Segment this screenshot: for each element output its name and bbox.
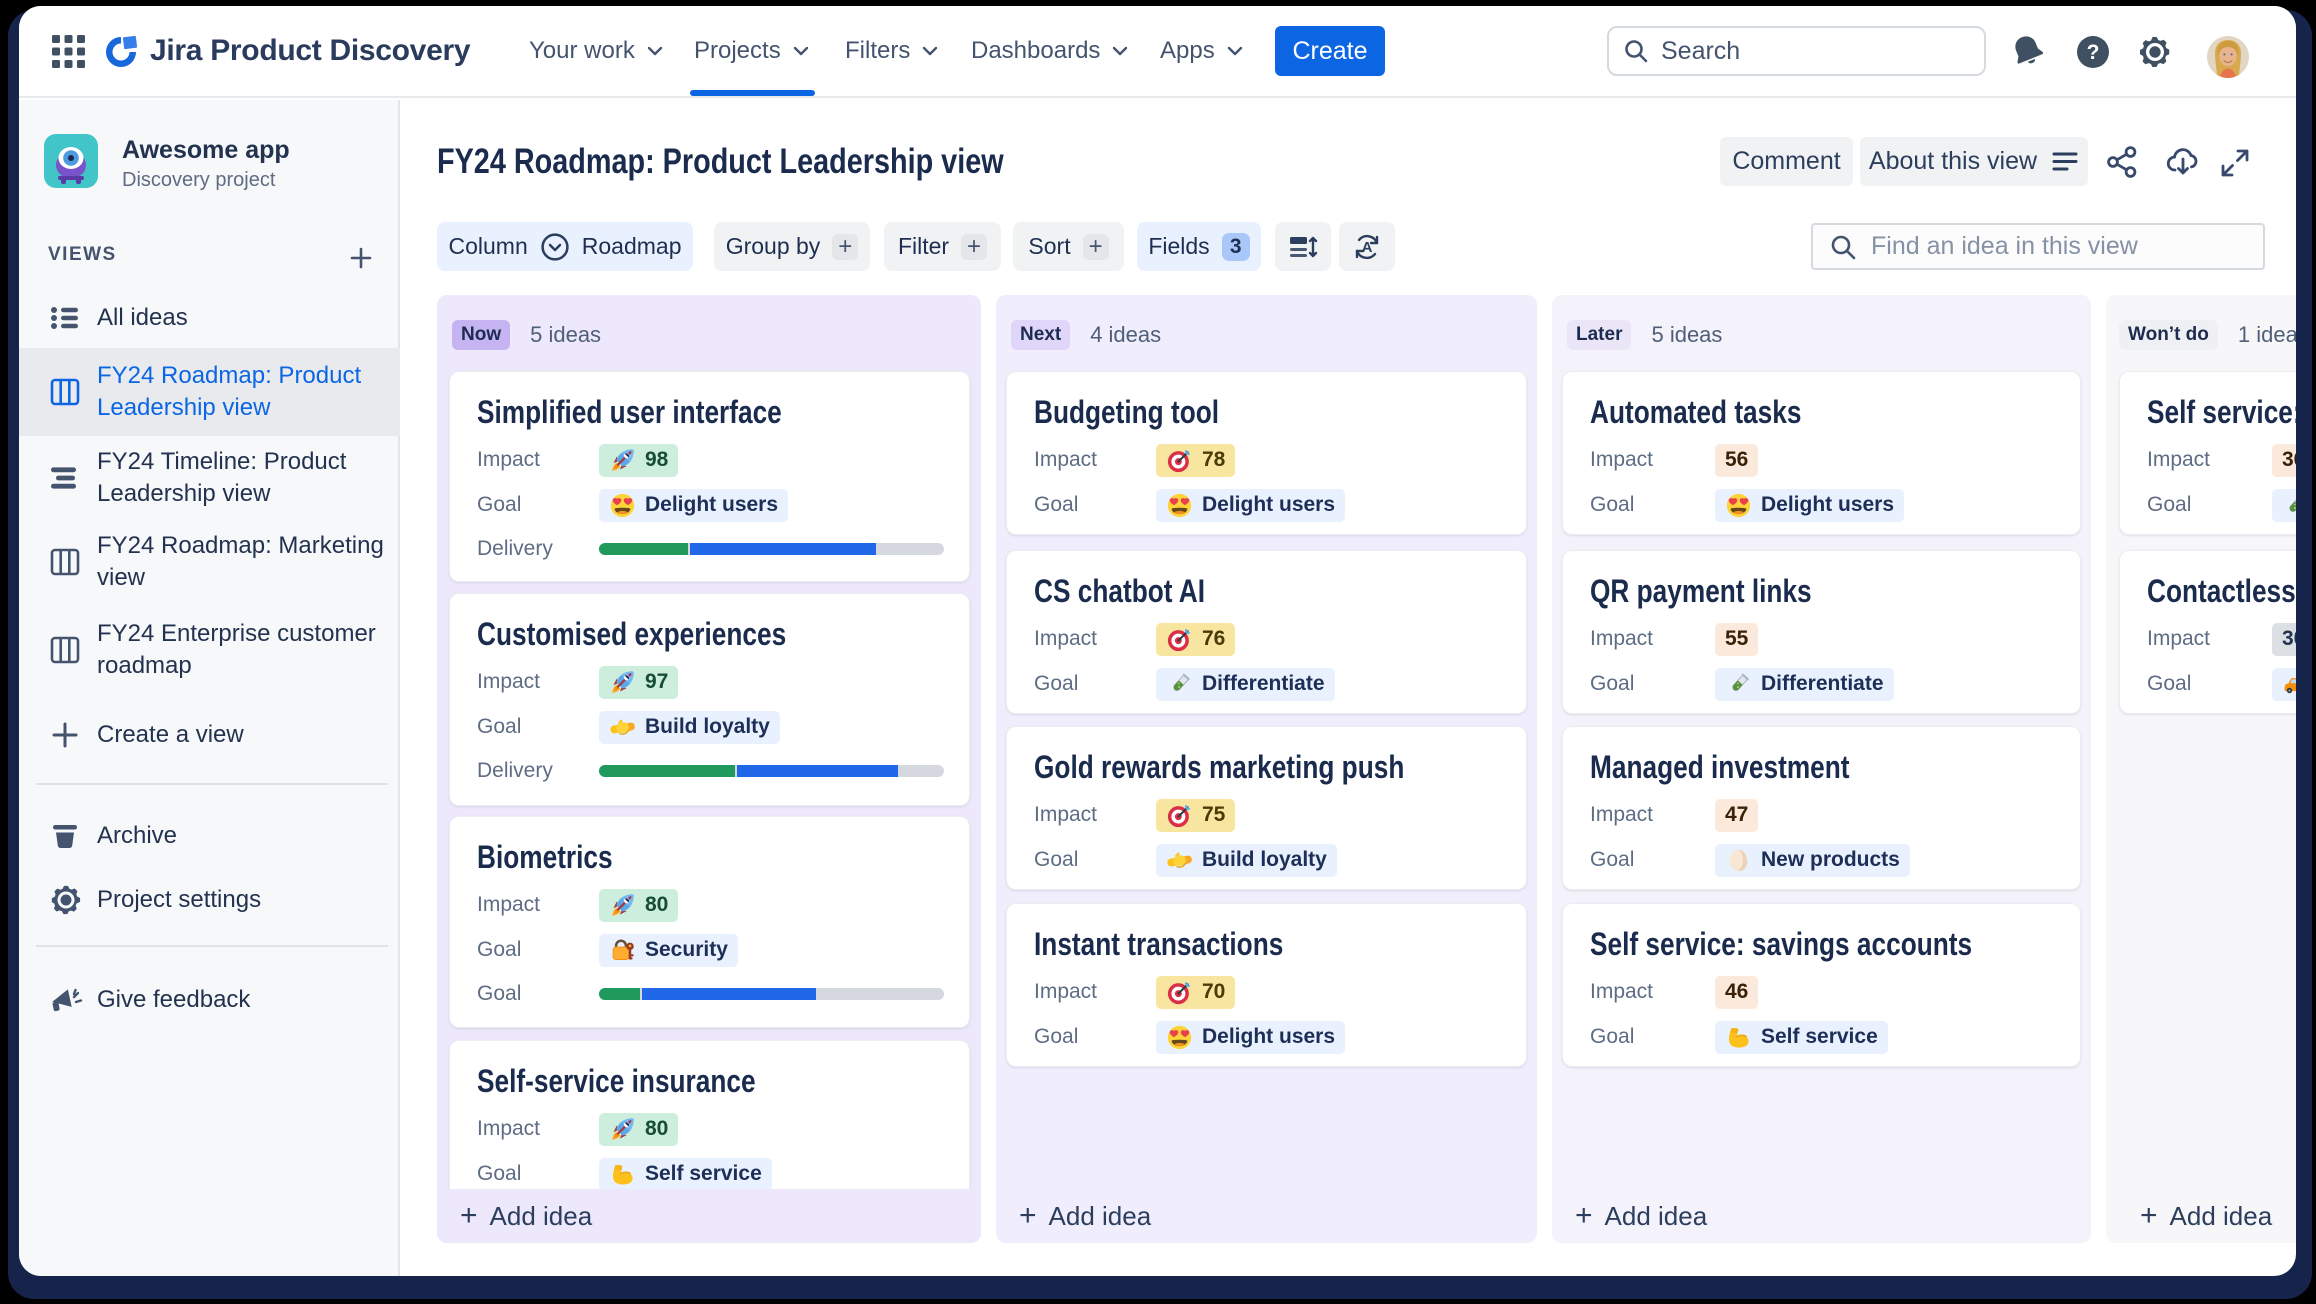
svg-text:?: ? — [2087, 41, 2100, 64]
svg-text:A: A — [1362, 239, 1373, 256]
